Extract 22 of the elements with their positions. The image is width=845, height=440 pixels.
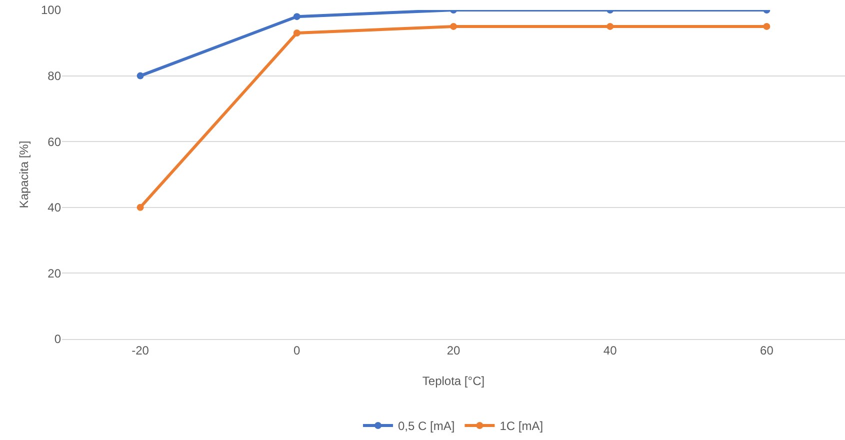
y-axis-title: Kapacita [%] [17,140,31,208]
y-tick-label: 60 [48,134,62,149]
point [136,204,144,211]
y-tick-label: 0 [54,332,62,346]
legend-label: 0,5 C [mA] [398,419,455,434]
point [293,30,300,37]
x-tick-label: 60 [760,343,774,358]
point [450,22,457,30]
y-tick-label: 20 [48,266,62,280]
x-tick-label: 0 [294,343,301,358]
x-axis-title: Teplota [°C] [422,374,485,388]
point [136,72,144,80]
point [293,13,300,20]
point [763,22,770,30]
y-tick-label: 40 [48,200,62,215]
point [606,22,614,30]
x-tick-label: 40 [603,343,618,358]
y-tick-label: 100 [40,3,62,18]
x-tick-label: -20 [132,343,150,358]
x-tick-label: 20 [446,343,460,358]
y-tick-label: 80 [48,69,62,83]
legend-label: 1C [mA] [500,419,544,434]
